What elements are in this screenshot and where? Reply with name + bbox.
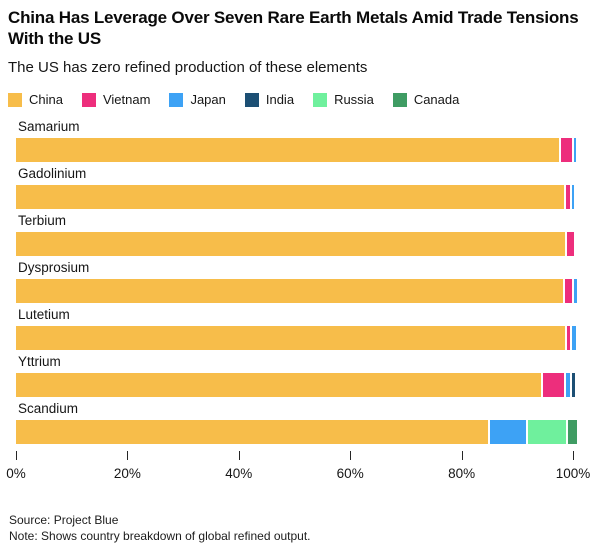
chart-title: China Has Leverage Over Seven Rare Earth… bbox=[8, 8, 579, 49]
axis-tick-mark bbox=[238, 451, 240, 461]
chart-area: Samarium Gadolinium Terbium Dysprosium Lutet… bbox=[6, 119, 590, 487]
bar-segment-china bbox=[16, 279, 563, 304]
bar-segment-japan bbox=[573, 138, 576, 163]
bar-label: Yttrium bbox=[18, 354, 61, 370]
axis-tick-label: 20% bbox=[113, 466, 141, 482]
stacked-bar bbox=[16, 420, 577, 445]
bar-segment-vietnam bbox=[561, 138, 572, 163]
stacked-bar bbox=[16, 326, 577, 351]
legend-swatch-china bbox=[8, 92, 22, 107]
axis-tick-mark bbox=[16, 451, 17, 461]
chart-rows: Samarium Gadolinium Terbium Dysprosium Lutet… bbox=[16, 119, 577, 445]
bar-segment-china bbox=[16, 232, 566, 257]
bar-row-dysprosium: Dysprosium bbox=[16, 260, 577, 304]
bar-segment-japan bbox=[574, 279, 577, 304]
bar-label: Samarium bbox=[18, 119, 80, 135]
bar-segment-japan bbox=[566, 373, 571, 398]
axis-tick-mark bbox=[127, 451, 129, 461]
bar-row-yttrium: Yttrium bbox=[16, 354, 576, 398]
legend-item-japan: Japan bbox=[169, 92, 226, 108]
legend-item-india: India bbox=[244, 92, 295, 108]
bar-label: Dysprosium bbox=[18, 260, 90, 276]
stacked-bar bbox=[16, 138, 576, 163]
bar-segment-china bbox=[16, 138, 560, 163]
bar-segment-russia bbox=[527, 420, 567, 445]
legend-label: India bbox=[265, 92, 295, 108]
axis-tick-mark bbox=[350, 451, 352, 461]
bar-label: Lutetium bbox=[18, 307, 70, 323]
legend-label: Canada bbox=[413, 92, 460, 108]
axis-tick-label: 0% bbox=[6, 466, 26, 482]
bar-segment-japan bbox=[489, 420, 526, 445]
stacked-bar bbox=[16, 373, 576, 398]
legend-item-russia: Russia bbox=[313, 92, 374, 107]
axis-tick-mark bbox=[461, 451, 463, 461]
stacked-bar bbox=[16, 279, 577, 304]
legend-label: China bbox=[29, 92, 63, 108]
chart-footer: Source: Project Blue Note: Shows country… bbox=[8, 513, 602, 545]
bar-label: Scandium bbox=[18, 401, 79, 417]
axis-tick-label: 40% bbox=[225, 466, 253, 482]
bar-label: Gadolinium bbox=[18, 166, 87, 182]
legend-label: Japan bbox=[190, 92, 226, 108]
axis-tick-label: 100% bbox=[555, 466, 591, 482]
footer-note: Note: Shows country breakdown of global … bbox=[9, 528, 311, 543]
legend-item-vietnam: Vietnam bbox=[81, 92, 151, 108]
bar-row-gadolinium: Gadolinium bbox=[16, 166, 574, 210]
bar-segment-canada bbox=[568, 420, 577, 445]
bar-segment-vietnam bbox=[567, 232, 574, 257]
bar-segment-vietnam bbox=[564, 279, 573, 304]
bar-segment-china bbox=[16, 420, 488, 445]
chart-subtitle: The US has zero refined production of th… bbox=[8, 59, 368, 77]
bar-row-samarium: Samarium bbox=[16, 119, 576, 163]
legend-swatch-russia bbox=[313, 92, 328, 107]
bar-segment-vietnam bbox=[566, 326, 570, 351]
bar-segment-china bbox=[16, 185, 564, 210]
bar-row-scandium: Scandium bbox=[16, 401, 577, 445]
bar-row-terbium: Terbium bbox=[16, 213, 574, 257]
axis-tick-mark bbox=[573, 451, 574, 461]
legend-swatch-india bbox=[244, 92, 259, 107]
bar-segment-vietnam bbox=[565, 185, 570, 210]
axis-tick-label: 60% bbox=[336, 466, 364, 482]
bar-row-lutetium: Lutetium bbox=[16, 307, 577, 351]
legend-item-canada: Canada bbox=[392, 92, 460, 108]
legend-swatch-japan bbox=[169, 92, 184, 107]
legend-label: Vietnam bbox=[102, 92, 151, 108]
bar-segment-vietnam bbox=[542, 373, 565, 398]
bar-segment-india bbox=[572, 373, 576, 398]
legend-swatch-vietnam bbox=[81, 92, 96, 107]
bar-label: Terbium bbox=[18, 213, 67, 229]
axis-tick-label: 80% bbox=[448, 466, 476, 482]
legend-item-china: China bbox=[8, 92, 63, 107]
legend: China Vietnam Japan India Russia Canada bbox=[8, 92, 602, 107]
stacked-bar bbox=[16, 232, 574, 257]
bar-segment-china bbox=[16, 326, 565, 351]
legend-swatch-canada bbox=[392, 92, 407, 107]
bar-segment-japan bbox=[571, 185, 574, 210]
x-axis: 0% 20% 40% 60% 80% 100% bbox=[6, 451, 590, 487]
legend-label: Russia bbox=[334, 92, 374, 108]
stacked-bar bbox=[16, 185, 574, 210]
footer-source: Source: Project Blue bbox=[9, 513, 119, 528]
bar-segment-japan bbox=[571, 326, 577, 351]
bar-segment-china bbox=[16, 373, 541, 398]
